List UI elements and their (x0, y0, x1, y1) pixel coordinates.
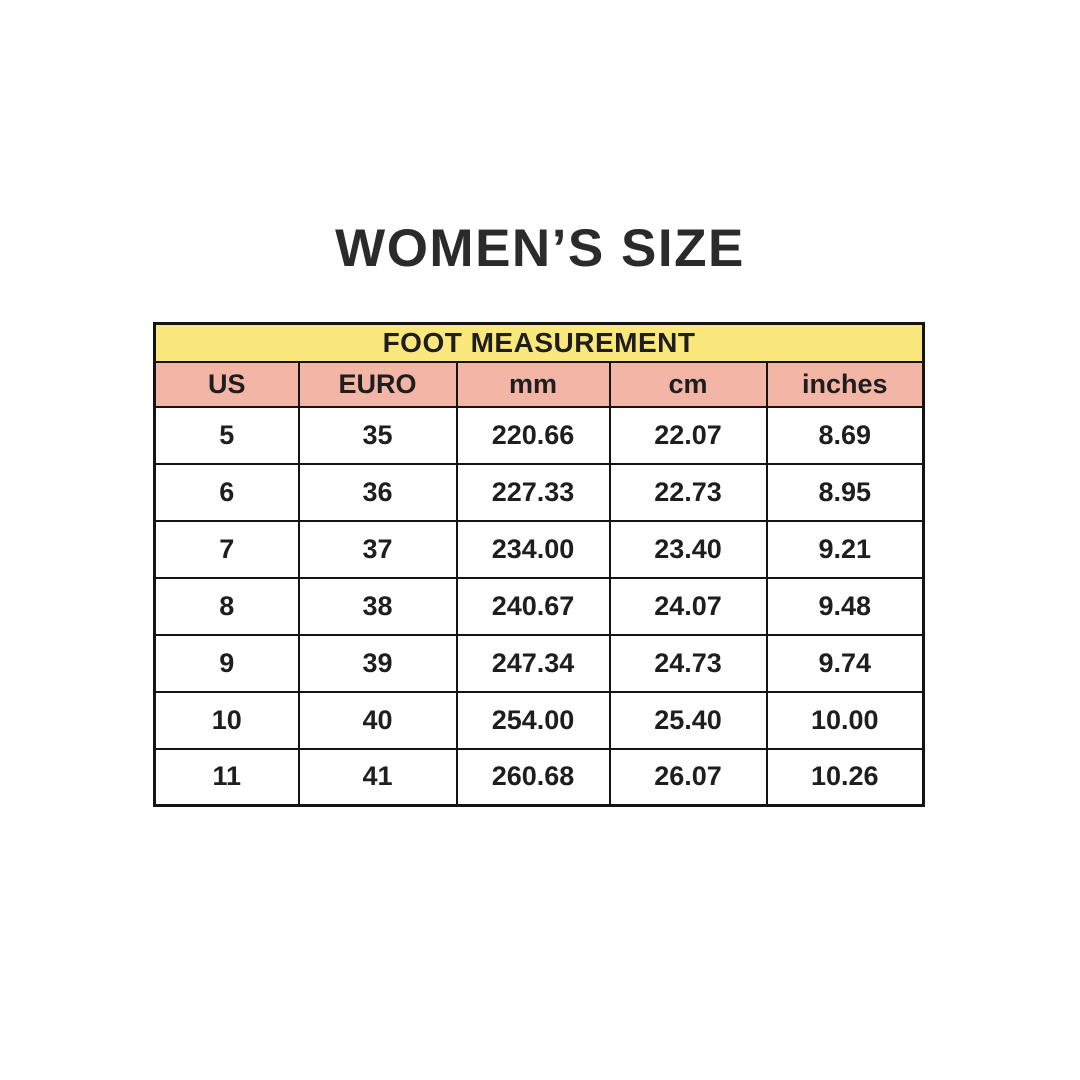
table-cell: 35 (297, 405, 458, 465)
table-cell: 5 (153, 405, 300, 465)
column-header-mm: mm (455, 360, 611, 408)
table-cell: 26.07 (608, 747, 768, 807)
table-cell: 38 (297, 576, 458, 636)
column-header-cm: cm (608, 360, 768, 408)
column-header-inches: inches (765, 360, 925, 408)
table-cell: 24.07 (608, 576, 768, 636)
size-table-body: 5 35 220.66 22.07 8.69 6 36 227.33 22.73 8.95 7 37 2… (153, 405, 925, 807)
table-cell: 23.40 (608, 519, 768, 579)
table-cell: 240.67 (455, 576, 611, 636)
table-cell: 11 (153, 747, 300, 807)
table-cell: 41 (297, 747, 458, 807)
table-cell: 8 (153, 576, 300, 636)
table-cell: 247.34 (455, 633, 611, 693)
table-cell: 39 (297, 633, 458, 693)
table-cell: 9 (153, 633, 300, 693)
table-cell: 10 (153, 690, 300, 750)
table-cell: 220.66 (455, 405, 611, 465)
table-cell: 24.73 (608, 633, 768, 693)
page-title: WOMEN’S SIZE (335, 219, 745, 278)
table-cell: 22.07 (608, 405, 768, 465)
table-cell: 9.21 (765, 519, 925, 579)
column-header-euro: EURO (297, 360, 458, 408)
table-row: 7 37 234.00 23.40 9.21 (153, 519, 925, 579)
table-cell: 227.33 (455, 462, 611, 522)
table-row: 6 36 227.33 22.73 8.95 (153, 462, 925, 522)
table-cell: 254.00 (455, 690, 611, 750)
table-cell: 8.69 (765, 405, 925, 465)
table-row: 8 38 240.67 24.07 9.48 (153, 576, 925, 636)
table-cell: 6 (153, 462, 300, 522)
table-row: 9 39 247.34 24.73 9.74 (153, 633, 925, 693)
table-cell: 9.48 (765, 576, 925, 636)
table-cell: 10.26 (765, 747, 925, 807)
table-cell: 37 (297, 519, 458, 579)
table-cell: 22.73 (608, 462, 768, 522)
measurement-header: FOOT MEASUREMENT (153, 322, 925, 363)
table-cell: 7 (153, 519, 300, 579)
table-row: 11 41 260.68 26.07 10.26 (153, 747, 925, 807)
table-cell: 40 (297, 690, 458, 750)
table-cell: 25.40 (608, 690, 768, 750)
table-cell: 234.00 (455, 519, 611, 579)
table-cell: 260.68 (455, 747, 611, 807)
column-header-row: US EURO mm cm inches (153, 360, 925, 408)
measurement-header-row: FOOT MEASUREMENT (153, 322, 925, 363)
table-cell: 8.95 (765, 462, 925, 522)
table-row: 5 35 220.66 22.07 8.69 (153, 405, 925, 465)
table-cell: 9.74 (765, 633, 925, 693)
table-cell: 10.00 (765, 690, 925, 750)
column-header-us: US (153, 360, 300, 408)
table-cell: 36 (297, 462, 458, 522)
table-row: 10 40 254.00 25.40 10.00 (153, 690, 925, 750)
